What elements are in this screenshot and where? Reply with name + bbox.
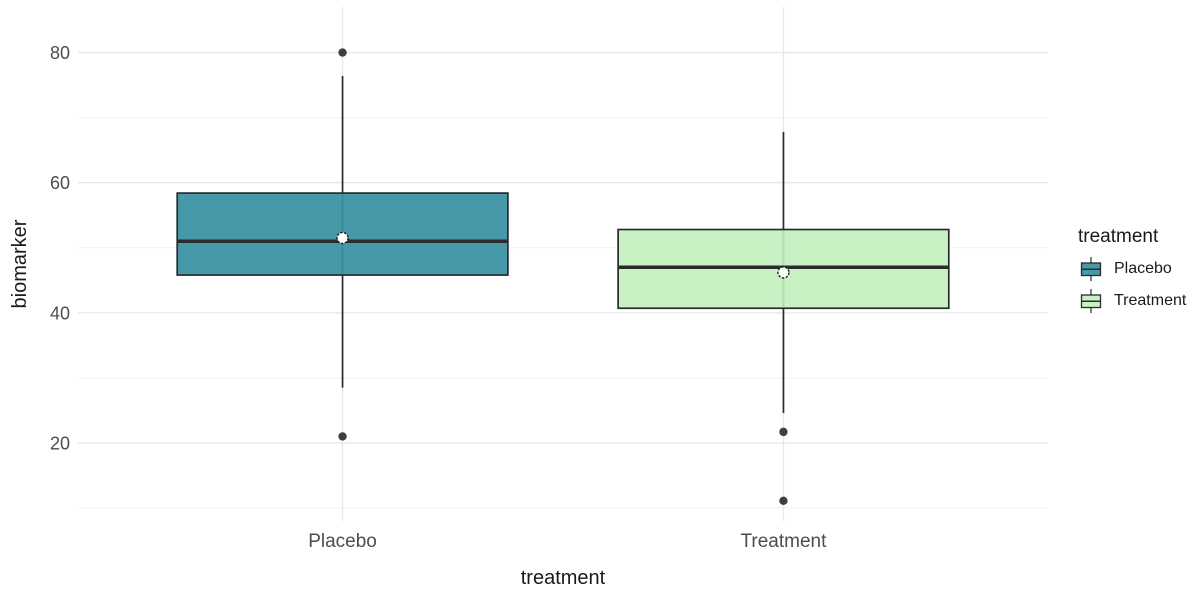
legend-boxplot-key-icon bbox=[1080, 257, 1102, 281]
legend-boxplot-key-icon bbox=[1080, 289, 1102, 313]
outlier-point-treatment bbox=[779, 496, 788, 506]
y-tick-label: 40 bbox=[50, 303, 70, 323]
y-tick-label: 60 bbox=[50, 173, 70, 193]
outlier-point-treatment bbox=[779, 427, 788, 437]
y-tick-label: 20 bbox=[50, 433, 70, 453]
y-axis-title: biomarker bbox=[9, 219, 31, 309]
mean-point-placebo bbox=[336, 231, 349, 245]
y-tick-label: 80 bbox=[50, 43, 70, 63]
legend-entry-label: Treatment bbox=[1114, 292, 1187, 309]
mean-point-treatment bbox=[777, 266, 790, 279]
legend: treatment Placebo Treatment bbox=[1078, 226, 1186, 314]
legend-entry-treatment: Treatment bbox=[1078, 288, 1186, 314]
x-tick-label: Placebo bbox=[308, 531, 377, 552]
outlier-point-placebo bbox=[338, 48, 347, 57]
legend-title: treatment bbox=[1078, 226, 1159, 247]
legend-entry-placebo: Placebo bbox=[1078, 256, 1186, 282]
outlier-point-placebo bbox=[338, 432, 347, 441]
x-tick-label: Treatment bbox=[741, 531, 828, 552]
legend-entries: Placebo Treatment bbox=[1078, 256, 1186, 314]
x-axis-title: treatment bbox=[520, 567, 606, 589]
legend-entry-label: Placebo bbox=[1114, 260, 1172, 277]
